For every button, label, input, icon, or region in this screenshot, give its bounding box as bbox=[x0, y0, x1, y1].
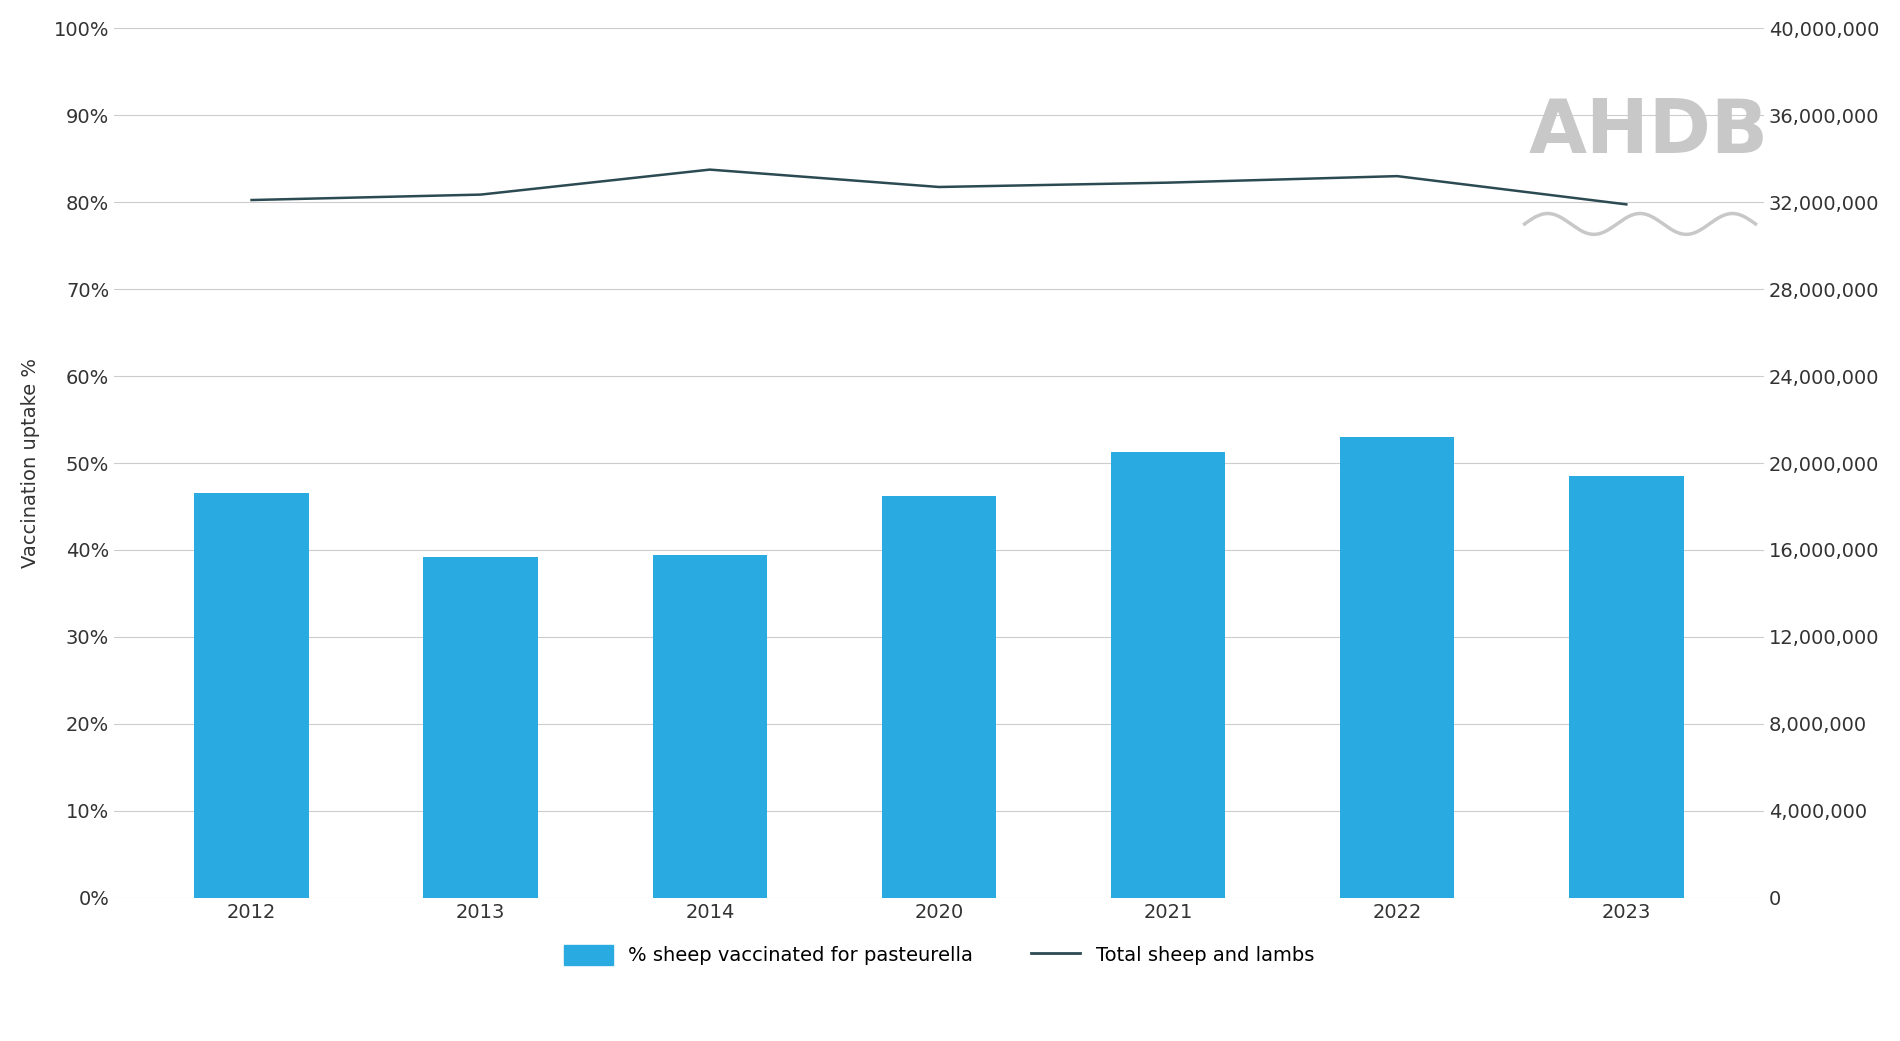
Y-axis label: Vaccination uptake %: Vaccination uptake % bbox=[21, 358, 40, 568]
Bar bbox=[424, 557, 538, 897]
Legend: % sheep vaccinated for pasteurella, Total sheep and lambs: % sheep vaccinated for pasteurella, Tota… bbox=[555, 935, 1324, 974]
Bar bbox=[1340, 437, 1455, 897]
Bar bbox=[194, 492, 310, 897]
Bar bbox=[1112, 452, 1226, 897]
Bar bbox=[1569, 476, 1683, 897]
Text: AHDB: AHDB bbox=[1528, 96, 1769, 169]
Bar bbox=[882, 497, 996, 897]
Bar bbox=[652, 555, 768, 897]
